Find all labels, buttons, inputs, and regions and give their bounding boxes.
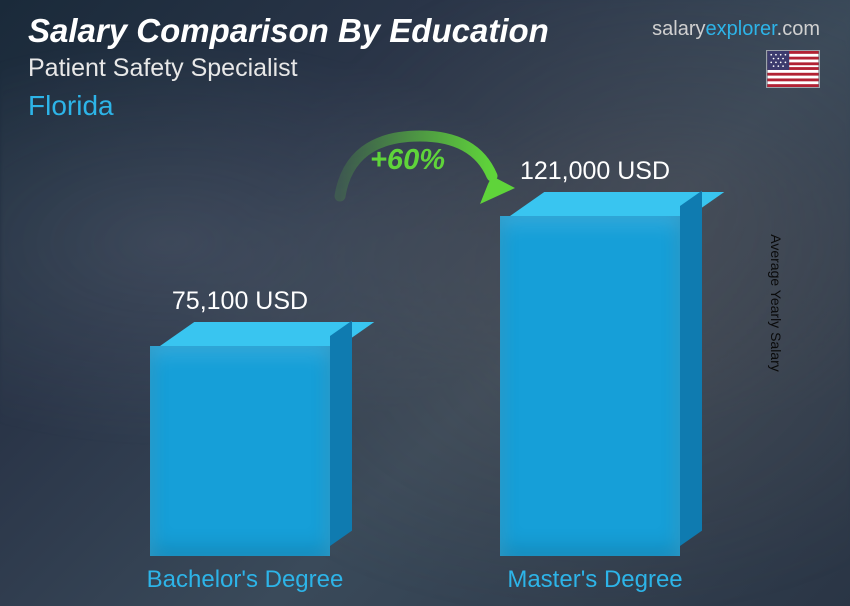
bar-front-face <box>150 346 330 556</box>
chart-area: +60% 75,100 USD Bachelor's Degree 121,00… <box>0 136 850 606</box>
chart-title: Salary Comparison By Education <box>28 12 549 50</box>
bar-label-bachelors: Bachelor's Degree <box>115 566 375 594</box>
brand-watermark: salaryexplorer.com <box>652 18 820 41</box>
bar-value-masters: 121,000 USD <box>465 157 725 186</box>
chart-location: Florida <box>28 90 114 122</box>
percent-increase-badge: +60% <box>370 144 445 177</box>
brand-mid: explorer <box>706 18 777 40</box>
bar-side-face <box>680 191 702 546</box>
bar-value-bachelors: 75,100 USD <box>110 287 370 316</box>
bar-label-masters: Master's Degree <box>465 566 725 594</box>
bar-front-face <box>500 216 680 556</box>
flag-icon <box>766 50 820 88</box>
bar-side-face <box>330 321 352 546</box>
bar-bachelors <box>150 322 330 556</box>
brand-prefix: salary <box>652 18 705 40</box>
brand-suffix: .com <box>777 18 820 40</box>
bar-masters <box>500 192 680 556</box>
chart-subtitle: Patient Safety Specialist <box>28 54 298 83</box>
